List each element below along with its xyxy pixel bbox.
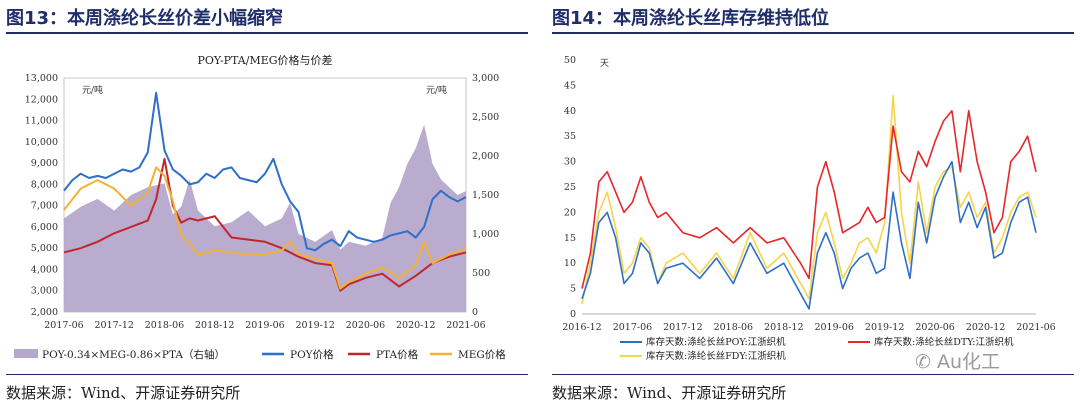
legend-label-3: MEG价格 — [458, 348, 506, 361]
right-y-tick-label: 2,000 — [472, 151, 499, 162]
right-y-tick-label: 2,500 — [472, 112, 499, 123]
right-y-tick-label: 1,500 — [472, 190, 499, 201]
right-source-rule — [552, 374, 1074, 375]
right-y-tick-label: 1,000 — [472, 229, 499, 240]
left-source-rule — [6, 374, 528, 375]
right-chart-y-tick-label: 5 — [570, 284, 576, 295]
left-x-tick-label: 2018-06 — [145, 320, 184, 331]
poy-inventory-line — [581, 160, 1037, 310]
left-x-tick-label: 2017-12 — [95, 320, 134, 331]
right-legend-label-0: 库存天数:涤纶长丝POY:江浙织机 — [646, 336, 786, 348]
right-chart-x-tick-label: 2020-06 — [915, 322, 954, 333]
left-y-tick-label: 4,000 — [31, 264, 58, 275]
left-y-tick-label: 12,000 — [25, 94, 58, 105]
right-chart-y-tick-label: 35 — [564, 131, 576, 142]
left-x-tick-label: 2018-12 — [195, 320, 234, 331]
left-y-tick-label: 13,000 — [25, 73, 58, 84]
right-chart-x-tick-label: 2018-06 — [714, 322, 753, 333]
right-chart-y-tick-label: 10 — [564, 258, 576, 269]
right-chart-y-tick-label: 50 — [564, 55, 576, 66]
right-chart-y-tick-label: 30 — [564, 157, 576, 168]
left-x-tick-label: 2020-06 — [346, 320, 385, 331]
dty-inventory-line — [581, 110, 1037, 289]
left-y-tick-label: 9,000 — [31, 158, 58, 169]
right-chart-x-tick-label: 2020-12 — [966, 322, 1005, 333]
left-x-tick-label: 2021-06 — [446, 320, 485, 331]
right-figure-title: 图14：本周涤纶长丝库存维持低位 — [552, 8, 830, 29]
left-x-tick-label: 2020-12 — [396, 320, 435, 331]
right-chart-x-tick-label: 2016-12 — [562, 322, 601, 333]
left-y-tick-label: 3,000 — [31, 286, 58, 297]
legend-label-0: POY-0.34×MEG-0.86×PTA（右轴） — [42, 348, 225, 361]
left-y-tick-label: 10,000 — [25, 137, 58, 148]
right-chart-x-tick-label: 2017-12 — [663, 322, 702, 333]
left-y-tick-label: 2,000 — [31, 307, 58, 318]
left-y-tick-label: 5,000 — [31, 243, 58, 254]
legend-label-2: PTA价格 — [376, 348, 419, 361]
left-y-axis-unit: 元/吨 — [82, 84, 103, 96]
right-chart-x-tick-label: 2017-06 — [613, 322, 652, 333]
right-chart-y-tick-label: 20 — [564, 207, 576, 218]
right-chart-x-tick-label: 2018-12 — [764, 322, 803, 333]
right-chart-y-tick-label: 40 — [564, 106, 576, 117]
right-source-note: 数据来源：Wind、开源证券研究所 — [552, 384, 787, 402]
right-chart-x-tick-label: 2019-06 — [814, 322, 853, 333]
watermark-text: Au化工 — [936, 351, 1001, 373]
right-title-rule — [552, 32, 1074, 34]
right-chart-x-tick-label: 2019-12 — [865, 322, 904, 333]
right-chart-y-tick-label: 45 — [564, 80, 576, 91]
spread-area-series — [64, 124, 466, 312]
right-y-axis-unit-label: 天 — [600, 59, 609, 69]
right-y-tick-label: 500 — [472, 268, 490, 279]
poy-price-line — [63, 91, 467, 252]
left-y-tick-label: 11,000 — [25, 116, 58, 127]
left-chart-title: POY-PTA/MEG价格与价差 — [197, 53, 332, 67]
right-y-tick-label: 0 — [472, 307, 478, 318]
right-legend-label-1: 库存天数:涤纶长丝DTY:江浙织机 — [874, 336, 1014, 348]
left-y-tick-label: 6,000 — [31, 222, 58, 233]
left-source-note: 数据来源：Wind、开源证券研究所 — [6, 384, 241, 402]
right-chart-x-tick-label: 2021-06 — [1016, 322, 1055, 333]
left-title-rule — [6, 32, 528, 34]
legend-label-1: POY价格 — [290, 348, 334, 361]
left-y-tick-label: 8,000 — [31, 179, 58, 190]
legend-swatch-spread — [14, 349, 38, 358]
right-y-axis-unit: 元/吨 — [426, 84, 447, 96]
left-y-tick-label: 7,000 — [31, 201, 58, 212]
left-x-tick-label: 2019-06 — [245, 320, 284, 331]
right-chart-y-tick-label: 0 — [570, 309, 576, 320]
meg-price-line — [63, 166, 467, 290]
wechat-icon: ✆ — [915, 351, 931, 373]
watermark: ✆ Au化工 — [915, 347, 1000, 374]
right-y-tick-label: 3,000 — [472, 73, 499, 84]
right-chart-y-tick-label: 25 — [564, 182, 576, 193]
fdy-inventory-line — [581, 94, 1037, 305]
left-x-tick-label: 2017-06 — [44, 320, 83, 331]
right-chart-y-tick-label: 15 — [564, 233, 576, 244]
left-figure-title: 图13：本周涤纶长丝价差小幅缩窄 — [6, 8, 284, 29]
left-x-tick-label: 2019-12 — [296, 320, 335, 331]
pta-price-line — [63, 157, 467, 292]
right-legend-label-2: 库存天数:涤纶长丝FDY:江浙织机 — [646, 350, 786, 362]
